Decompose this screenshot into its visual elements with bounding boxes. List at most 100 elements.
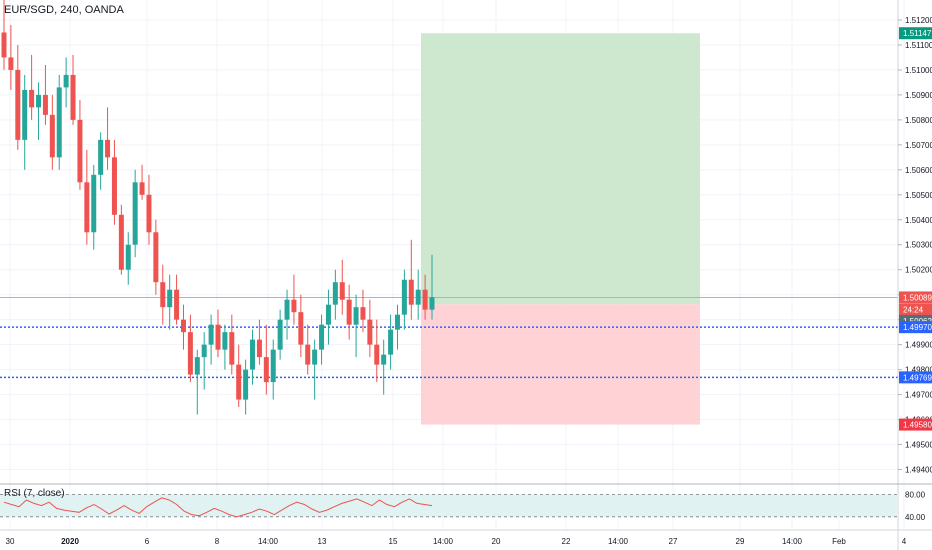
candle-body xyxy=(305,344,311,365)
candle-body xyxy=(167,289,173,308)
rsi-band xyxy=(0,494,898,517)
price-tags: 1.511471.5008924:241.500621.499701.49769… xyxy=(899,27,932,431)
candle-body xyxy=(339,282,345,300)
candle-body xyxy=(319,324,325,350)
time-axis-label: 27 xyxy=(669,537,678,546)
price-tick-label: 1.51200 xyxy=(905,16,932,25)
candle-body xyxy=(132,182,138,245)
candle-body xyxy=(111,157,117,215)
time-axis-label: 14:00 xyxy=(608,537,629,546)
candle-body xyxy=(153,232,159,283)
price-tick-label: 1.50400 xyxy=(905,216,932,225)
candle-body xyxy=(77,119,83,183)
price-axis: 1.51200 1.51100 1.51000 1.50900 1.50800 1.507… xyxy=(898,16,932,475)
candle-body xyxy=(63,74,69,88)
price-tick-label: 1.49700 xyxy=(905,391,932,400)
rsi-axis-label: 40.00 xyxy=(905,513,926,522)
candle-body xyxy=(84,182,90,233)
candle-body xyxy=(15,69,21,140)
profit-zone xyxy=(421,33,700,305)
candle-body xyxy=(160,282,166,308)
time-axis: 30 2020 6 8 14:00 13 15 14:00 20 22 14:00 27 29 14:00… xyxy=(0,529,932,546)
price-tag-label: 1.50089 xyxy=(903,293,932,302)
candle-body xyxy=(332,282,338,305)
candle-body xyxy=(139,182,145,195)
price-tick-label: 1.50200 xyxy=(905,266,932,275)
candle-body xyxy=(394,314,400,330)
candle-body xyxy=(118,214,124,270)
price-tick-label: 1.50700 xyxy=(905,141,932,150)
time-axis-label: 29 xyxy=(736,537,745,546)
candle-body xyxy=(429,297,435,310)
candle-body xyxy=(180,319,186,333)
time-axis-label: 4 xyxy=(902,537,907,546)
price-tag-box xyxy=(899,303,932,316)
candle-body xyxy=(401,279,407,315)
price-tick-label: 1.50300 xyxy=(905,241,932,250)
candle-body xyxy=(1,32,7,58)
candle-body xyxy=(367,319,373,345)
time-axis-label: Feb xyxy=(832,537,846,546)
candle-body xyxy=(229,332,235,365)
candle-body xyxy=(256,339,262,358)
price-tick-label: 1.51100 xyxy=(905,41,932,50)
price-tag-box xyxy=(899,291,932,304)
candle-body xyxy=(215,324,221,350)
candle-body xyxy=(422,289,428,310)
rsi-title[interactable]: RSI (7, close) xyxy=(4,488,65,499)
price-tick-label: 1.50800 xyxy=(905,116,932,125)
candle-body xyxy=(360,307,366,320)
price-tick-label: 1.49800 xyxy=(905,366,932,375)
candle-body xyxy=(56,87,62,158)
candle-body xyxy=(29,89,35,108)
time-axis-label: 15 xyxy=(389,537,398,546)
candle-body xyxy=(312,349,318,365)
time-axis-label: 13 xyxy=(318,537,327,546)
price-tick-label: 1.50600 xyxy=(905,166,932,175)
rsi-axis-label: 80.00 xyxy=(905,490,926,499)
price-tag-box xyxy=(899,27,932,40)
candle-body xyxy=(236,364,242,400)
price-tag-label: 1.49580 xyxy=(903,421,932,430)
candle-body xyxy=(263,357,269,383)
candle-body xyxy=(284,299,290,320)
candle-body xyxy=(388,329,394,355)
rsi-line xyxy=(3,497,433,518)
candle-body xyxy=(277,319,283,350)
price-tag-label: 24:24 xyxy=(903,306,924,315)
candle-body xyxy=(70,74,76,120)
price-tag-box xyxy=(899,371,932,384)
candle-body xyxy=(174,289,180,320)
price-tick-label: 1.49500 xyxy=(905,441,932,450)
time-axis-label: 6 xyxy=(145,537,150,546)
horizontal-lines xyxy=(0,326,898,379)
candle-body xyxy=(91,174,97,233)
candle-body xyxy=(353,307,359,325)
price-tick-label: 1.49400 xyxy=(905,466,932,475)
time-axis-label: 30 xyxy=(6,537,15,546)
candle-body xyxy=(408,279,414,305)
symbol-title[interactable]: EUR/SGD, 240, OANDA xyxy=(4,4,124,16)
candle-body xyxy=(250,339,256,370)
time-axis-label: 20 xyxy=(492,537,501,546)
candle-body xyxy=(415,289,421,305)
candle-body xyxy=(36,94,42,108)
price-tag-box xyxy=(899,418,932,431)
candle-body xyxy=(49,114,55,158)
candle-body xyxy=(98,139,104,175)
candle-body xyxy=(194,357,200,375)
price-tick-label: 1.50900 xyxy=(905,91,932,100)
candle-body xyxy=(325,304,331,325)
time-axis-label: 8 xyxy=(215,537,220,546)
candle-body xyxy=(146,194,152,233)
time-axis-label: 22 xyxy=(562,537,571,546)
price-tick-label: 1.50500 xyxy=(905,191,932,200)
time-axis-label: 14:00 xyxy=(258,537,279,546)
time-axis-label: 14:00 xyxy=(433,537,454,546)
rsi-pane: 80.00 40.00 xyxy=(0,490,926,522)
candle-body xyxy=(208,324,214,345)
candle-body xyxy=(270,349,276,383)
candle-body xyxy=(125,244,131,270)
candle-body xyxy=(105,139,111,158)
